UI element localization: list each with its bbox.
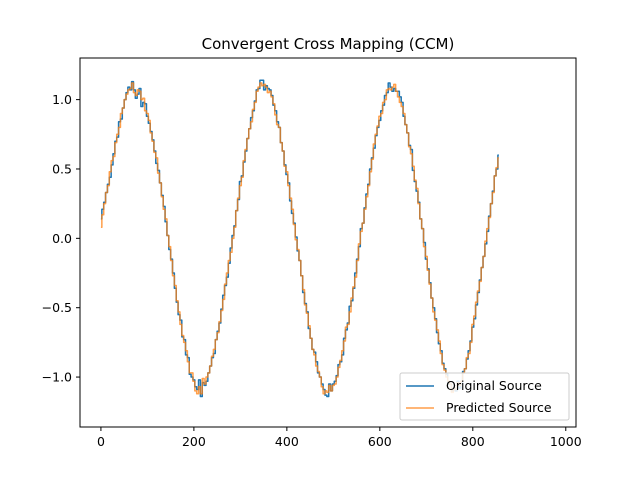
series-line-predicted-source bbox=[100, 82, 499, 395]
y-tick-label: 0.5 bbox=[52, 161, 72, 176]
legend-box bbox=[399, 372, 570, 421]
x-tick-label: 600 bbox=[368, 434, 392, 449]
x-tick-label: 400 bbox=[275, 434, 299, 449]
chart-title: Convergent Cross Mapping (CCM) bbox=[202, 35, 455, 53]
x-tick-label: 0 bbox=[97, 434, 105, 449]
y-tick-label: 1.0 bbox=[52, 92, 72, 107]
x-tick-label: 800 bbox=[461, 434, 485, 449]
axes-frame bbox=[79, 57, 577, 428]
legend-label-original: Original Source bbox=[446, 378, 542, 393]
x-tick-label: 1000 bbox=[550, 434, 582, 449]
y-tick-label: −1.0 bbox=[42, 370, 72, 385]
series-layer bbox=[100, 79, 499, 398]
y-tick-label: −0.5 bbox=[42, 300, 72, 315]
x-axis: 0 200 400 600 800 1000 bbox=[97, 427, 582, 449]
y-tick-label: 0.0 bbox=[52, 231, 72, 246]
plot-area bbox=[79, 57, 577, 428]
x-tick-label: 200 bbox=[182, 434, 206, 449]
legend-label-predicted: Predicted Source bbox=[446, 400, 552, 415]
legend: Original Source Predicted Source bbox=[399, 372, 570, 421]
y-axis: −1.0 −0.5 0.0 0.5 1.0 bbox=[42, 92, 80, 385]
